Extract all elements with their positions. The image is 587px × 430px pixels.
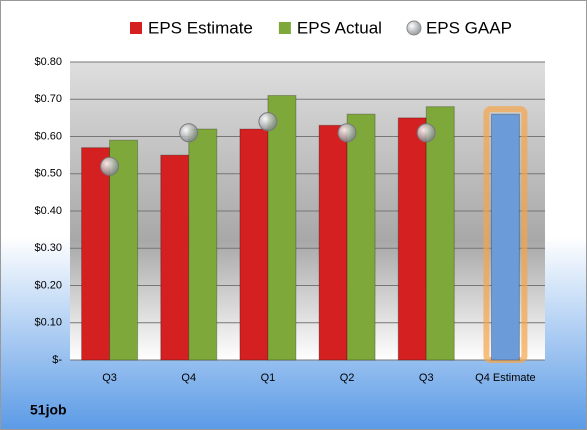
x-tick-label: Q4 xyxy=(181,372,196,384)
bar xyxy=(267,95,297,361)
gaap-marker xyxy=(416,123,436,143)
y-tick-label: $0.10 xyxy=(34,317,62,329)
x-tick-label: Q4 Estimate xyxy=(475,372,536,384)
bar xyxy=(490,113,520,361)
gaap-marker xyxy=(100,156,120,176)
legend-label: EPS Actual xyxy=(297,18,382,37)
y-tick-label: $0.70 xyxy=(34,93,62,105)
bar xyxy=(397,117,427,361)
bar xyxy=(160,154,190,361)
legend-marker xyxy=(278,22,291,34)
y-tick-label: $- xyxy=(52,354,62,366)
y-tick-label: $0.60 xyxy=(34,130,62,142)
legend-label: EPS Estimate xyxy=(148,18,253,37)
x-tick-label: Q1 xyxy=(261,372,276,384)
bar xyxy=(188,128,218,361)
x-tick-label: Q3 xyxy=(102,372,117,384)
gaap-marker xyxy=(337,123,357,143)
y-tick-label: $0.20 xyxy=(34,279,62,291)
bar xyxy=(81,147,111,361)
footer: 51job xyxy=(30,402,67,418)
bar xyxy=(346,113,376,361)
y-tick-label: $0.30 xyxy=(34,242,62,254)
legend-label: EPS GAAP xyxy=(426,18,512,37)
y-tick-label: $0.80 xyxy=(34,56,62,68)
bar xyxy=(425,106,455,361)
bar xyxy=(239,128,269,361)
bar xyxy=(318,124,348,361)
y-tick-label: $0.50 xyxy=(34,168,62,180)
gaap-marker xyxy=(258,112,278,132)
gaap-marker xyxy=(179,123,199,143)
bar xyxy=(109,139,139,361)
y-tick-label: $0.40 xyxy=(34,205,62,217)
legend-marker xyxy=(130,22,142,34)
legend-marker xyxy=(406,20,422,36)
x-tick-label: Q3 xyxy=(419,372,434,384)
x-tick-label: Q2 xyxy=(340,372,355,384)
